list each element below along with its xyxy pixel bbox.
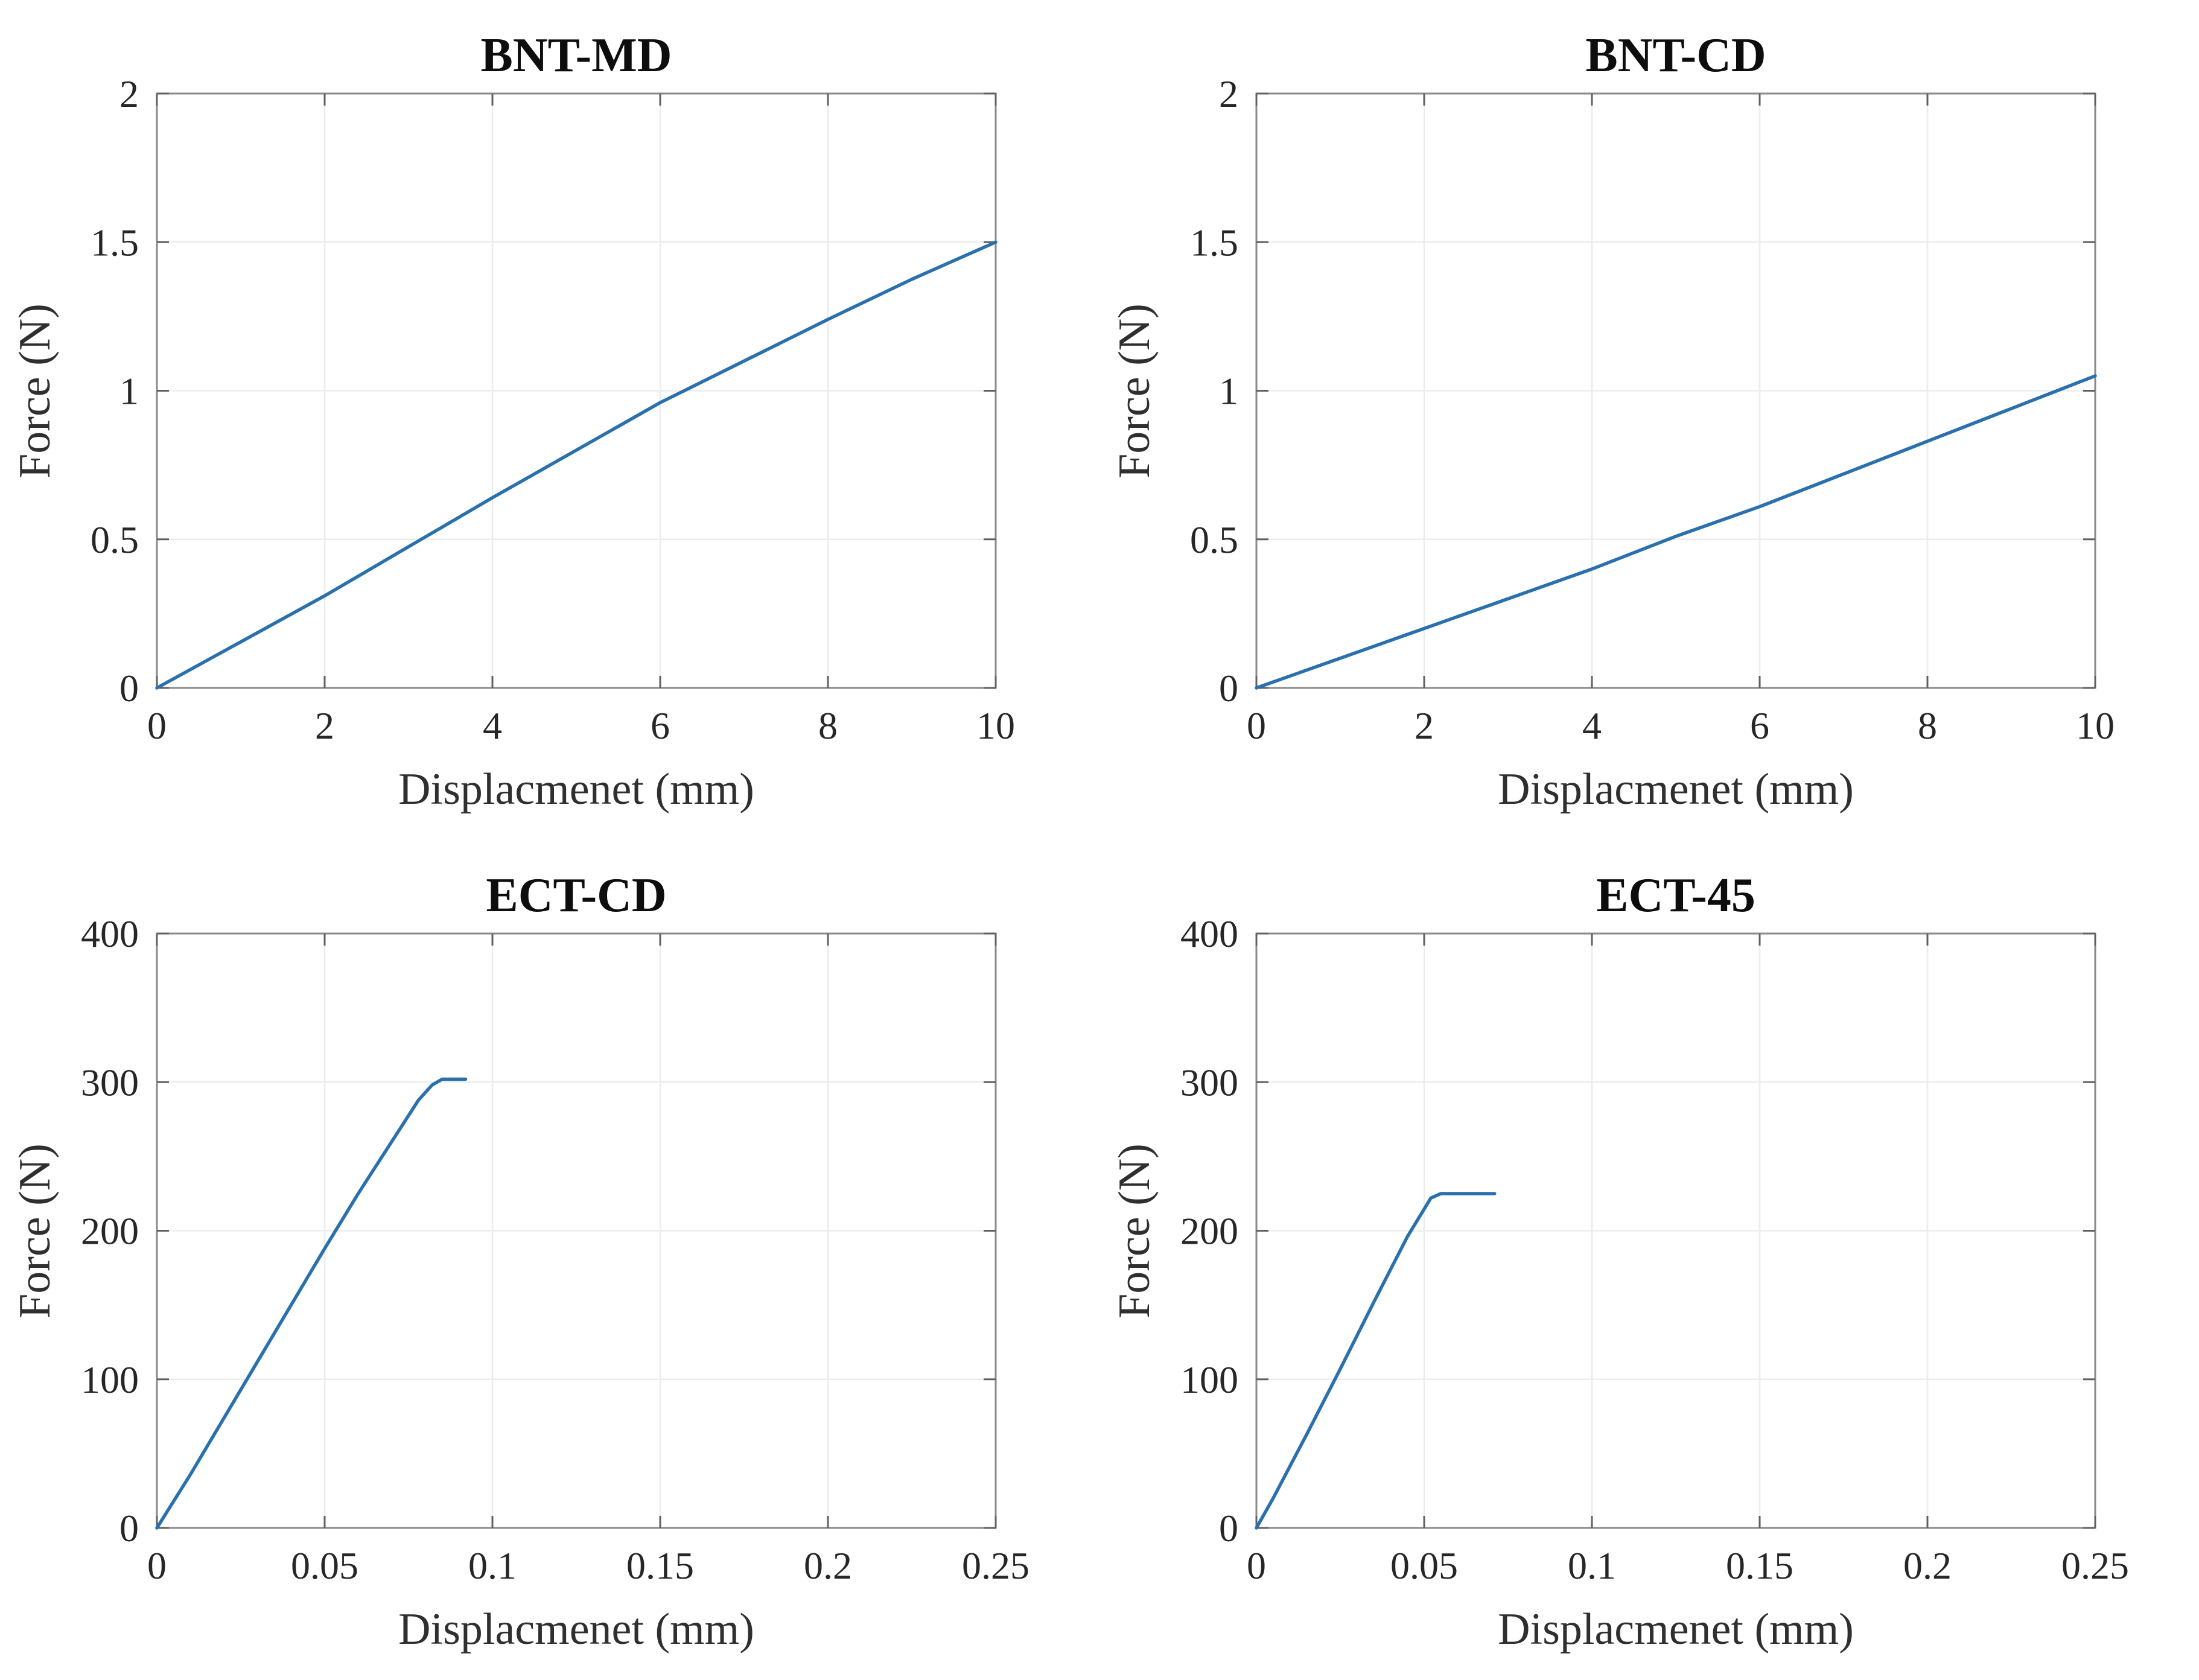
y-tick-label: 300 <box>81 1061 139 1104</box>
data-line-bnt-md <box>155 240 998 690</box>
y-axis-label: Force (N) <box>1110 304 1159 479</box>
chart-title: BNT-MD <box>480 29 672 82</box>
x-tick-label: 10 <box>976 704 1015 747</box>
x-tick-label: 0.05 <box>1390 1544 1458 1587</box>
chart-panel-bnt-md: 0 2 4 6 8 10 0 0.5 1 1.5 2 BNT-MD Displacmenet (mm… <box>0 0 1100 840</box>
data-line-ect-45 <box>1255 1192 1497 1530</box>
x-axis-label: Displacmenet (mm) <box>1498 1605 1854 1654</box>
x-tick-label: 0 <box>1247 704 1266 747</box>
chart-bnt-cd: 0 2 4 6 8 10 0 0.5 1 1.5 2 BNT-CD Displacmenet (mm… <box>1110 29 2115 814</box>
x-tick-label: 4 <box>483 704 502 747</box>
x-tick-label: 6 <box>651 704 670 747</box>
y-tick-label: 1 <box>1219 370 1238 413</box>
y-tick-label: 0 <box>1219 1507 1238 1550</box>
x-tick-label: 8 <box>1918 704 1937 747</box>
y-tick-label: 100 <box>1180 1358 1238 1401</box>
y-tick-label: 0.5 <box>1190 518 1238 561</box>
chart-panel-ect-45: 0 0.05 0.1 0.15 0.2 0.25 0 100 200 300 400 ECT-45 … <box>1100 840 2199 1680</box>
x-tick-label: 0 <box>147 704 167 747</box>
x-tick-label: 0 <box>1247 1544 1266 1587</box>
y-tick-label: 200 <box>1180 1210 1238 1253</box>
x-tick-label: 6 <box>1750 704 1769 747</box>
x-tick-label: 2 <box>1415 704 1434 747</box>
y-tick-label: 300 <box>1180 1061 1238 1104</box>
x-tick-label: 8 <box>818 704 838 747</box>
y-tick-label: 400 <box>81 912 139 955</box>
x-tick-label: 0.05 <box>291 1544 358 1587</box>
y-tick-label: 200 <box>81 1210 139 1253</box>
chart-bnt-md: 0 2 4 6 8 10 0 0.5 1 1.5 2 BNT-MD Displacmenet (mm… <box>10 29 1015 814</box>
y-axis-label: Force (N) <box>10 1144 60 1319</box>
data-line-ect-cd <box>155 1077 468 1530</box>
y-tick-label: 1.5 <box>91 221 139 264</box>
plot-area-ect-45: 0 0.05 0.1 0.15 0.2 0.25 0 100 200 300 400 <box>1180 912 2129 1587</box>
chart-title: ECT-45 <box>1596 869 1755 922</box>
y-tick-label: 1 <box>119 370 139 413</box>
y-tick-label: 0.5 <box>91 518 139 561</box>
chart-panel-ect-cd: 0 0.05 0.1 0.15 0.2 0.25 0 100 200 300 400 ECT-CD … <box>0 840 1100 1680</box>
y-axis-label: Force (N) <box>10 304 60 479</box>
x-tick-label: 0.25 <box>962 1544 1029 1587</box>
y-axis-label: Force (N) <box>1110 1144 1159 1319</box>
y-tick-label: 400 <box>1180 912 1238 955</box>
x-tick-label: 0.15 <box>626 1544 694 1587</box>
chart-title: BNT-CD <box>1585 29 1766 82</box>
y-tick-label: 1.5 <box>1190 221 1238 264</box>
y-tick-label: 0 <box>119 1507 139 1550</box>
x-axis-label: Displacmenet (mm) <box>398 765 754 814</box>
x-tick-label: 0.2 <box>1903 1544 1952 1587</box>
y-tick-label: 100 <box>81 1358 139 1401</box>
x-axis-label: Displacmenet (mm) <box>398 1605 754 1654</box>
x-tick-label: 0.2 <box>804 1544 852 1587</box>
x-tick-label: 0.1 <box>468 1544 517 1587</box>
plot-area-bnt-cd: 0 2 4 6 8 10 0 0.5 1 1.5 2 <box>1190 72 2115 747</box>
y-tick-label: 0 <box>1219 667 1238 710</box>
y-tick-label: 2 <box>119 72 139 115</box>
x-tick-label: 10 <box>2076 704 2115 747</box>
chart-title: ECT-CD <box>486 869 666 922</box>
x-tick-label: 4 <box>1582 704 1602 747</box>
plot-area-bnt-md: 0 2 4 6 8 10 0 0.5 1 1.5 2 <box>91 72 1015 747</box>
x-tick-label: 0.15 <box>1726 1544 1793 1587</box>
y-tick-label: 2 <box>1219 72 1238 115</box>
x-tick-label: 0.25 <box>2061 1544 2129 1587</box>
data-line-bnt-cd <box>1255 374 2097 690</box>
chart-panel-bnt-cd: 0 2 4 6 8 10 0 0.5 1 1.5 2 BNT-CD Displacmenet (mm… <box>1100 0 2199 840</box>
y-tick-label: 0 <box>119 667 139 710</box>
x-tick-label: 0 <box>147 1544 167 1587</box>
x-axis-label: Displacmenet (mm) <box>1498 765 1854 814</box>
x-tick-label: 2 <box>315 704 334 747</box>
x-tick-label: 0.1 <box>1568 1544 1616 1587</box>
plot-area-ect-cd: 0 0.05 0.1 0.15 0.2 0.25 0 100 200 300 400 <box>81 912 1029 1587</box>
